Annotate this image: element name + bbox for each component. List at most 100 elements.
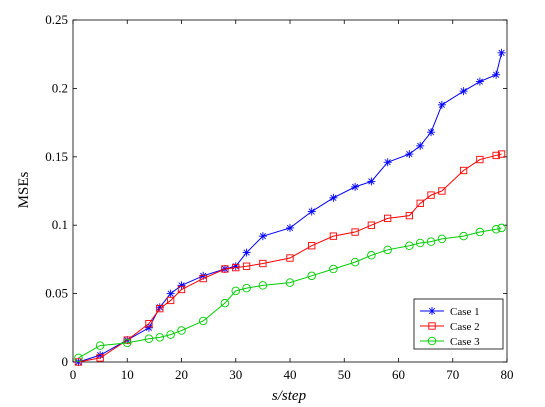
legend-label: Case 2 [450,321,480,333]
y-axis-label: MSEs [16,172,32,209]
series-3-line [78,227,502,359]
legend-item: Case 1 [420,306,480,318]
series-2-point [177,285,186,294]
series-3-point [329,264,338,274]
series-2 [74,150,506,366]
series-2-point [497,150,506,158]
x-axis-ticks: 0 10 20 30 40 50 60 70 80 [70,20,514,382]
x-tick-label: 70 [446,367,459,382]
series-2-point [459,166,468,175]
series-1-point [199,271,208,280]
series-3-point [122,338,132,348]
series-3-point [367,251,376,260]
series-2-point [145,320,153,328]
series-1-point [166,289,175,298]
series-1-point [475,77,484,86]
series-2-point [427,191,435,199]
series-2-point [351,228,359,236]
series-2-point [166,296,175,305]
series-2-point [242,262,251,270]
series-1-point [329,193,338,202]
series-2-point [367,221,376,229]
series-2-point [259,259,267,268]
series-3 [74,223,506,363]
x-tick-label: 20 [175,367,188,382]
series-3-point [74,353,83,363]
series-3-point [285,278,295,287]
series-1-point [459,87,468,96]
legend-swatch-marker [428,307,436,315]
y-tick-label: 0 [62,354,69,369]
series-3-point [491,225,501,234]
series-3-point [177,326,186,335]
series-2-point [156,304,164,313]
series-1-point [144,323,153,332]
x-tick-label: 10 [121,367,134,382]
series-1-point [286,223,294,232]
series-2-point [199,274,207,283]
series-1-point [258,232,267,241]
legend-swatch-marker [428,322,436,330]
series-3-point [144,334,154,343]
legend-swatch-marker [427,336,437,346]
series-2-point [96,354,104,362]
series-1-point [416,141,425,150]
x-tick-label: 30 [229,367,242,382]
series-1-point [242,248,251,257]
series-3-point [231,286,240,296]
series-3-point [497,223,506,233]
series-3-point [437,234,447,244]
series-2-point [405,211,413,220]
legend-label: Case 1 [450,306,480,318]
series-1-point [437,100,446,109]
series-3-point [307,271,316,281]
series-1-point [367,177,376,186]
series-2-point [476,155,484,164]
legend-label: Case 3 [450,336,480,348]
y-tick-label: 0.2 [52,80,68,95]
series-2-point [221,265,229,273]
series-1-point [497,48,506,57]
series-2-line [78,153,502,363]
series-2-point [232,263,240,272]
series-3-point [405,241,414,250]
x-tick-label: 0 [70,367,77,382]
series-2-point [329,232,338,240]
y-tick-label: 0.25 [45,12,68,27]
series-1-point [351,182,360,191]
series-layer [74,48,506,366]
legend-item: Case 2 [420,321,480,333]
series-2-point [74,358,83,366]
y-tick-label: 0.05 [45,286,68,301]
series-3-point [95,341,105,350]
legend-item: Case 3 [420,336,480,348]
series-3-point [459,231,468,241]
y-tick-label: 0.15 [45,149,68,164]
x-tick-label: 50 [338,367,351,382]
series-1-point [383,158,392,167]
series-2-point [308,242,316,250]
series-2-point [492,151,500,160]
series-2-point [286,254,294,262]
series-3-point [155,333,165,342]
series-3-point [166,330,175,339]
series-2-point [384,214,392,223]
x-tick-label: 60 [392,367,405,382]
series-1-point [427,128,436,137]
series-1-point [492,70,501,79]
x-tick-label: 40 [284,367,297,382]
series-2-point [416,199,424,207]
y-axis-ticks: 0 0.05 0.1 0.15 0.2 0.25 [45,12,507,369]
series-1-point [177,281,186,290]
series-1-point [405,150,414,159]
series-3-point [415,238,425,248]
series-3-point [258,281,268,290]
x-tick-label: 80 [501,367,514,382]
x-axis-label: s/step [272,388,307,404]
series-3-point [383,245,392,255]
series-3-point [426,237,436,246]
series-3-point [198,316,208,326]
series-3-point [242,283,251,293]
series-3-point [475,227,485,237]
